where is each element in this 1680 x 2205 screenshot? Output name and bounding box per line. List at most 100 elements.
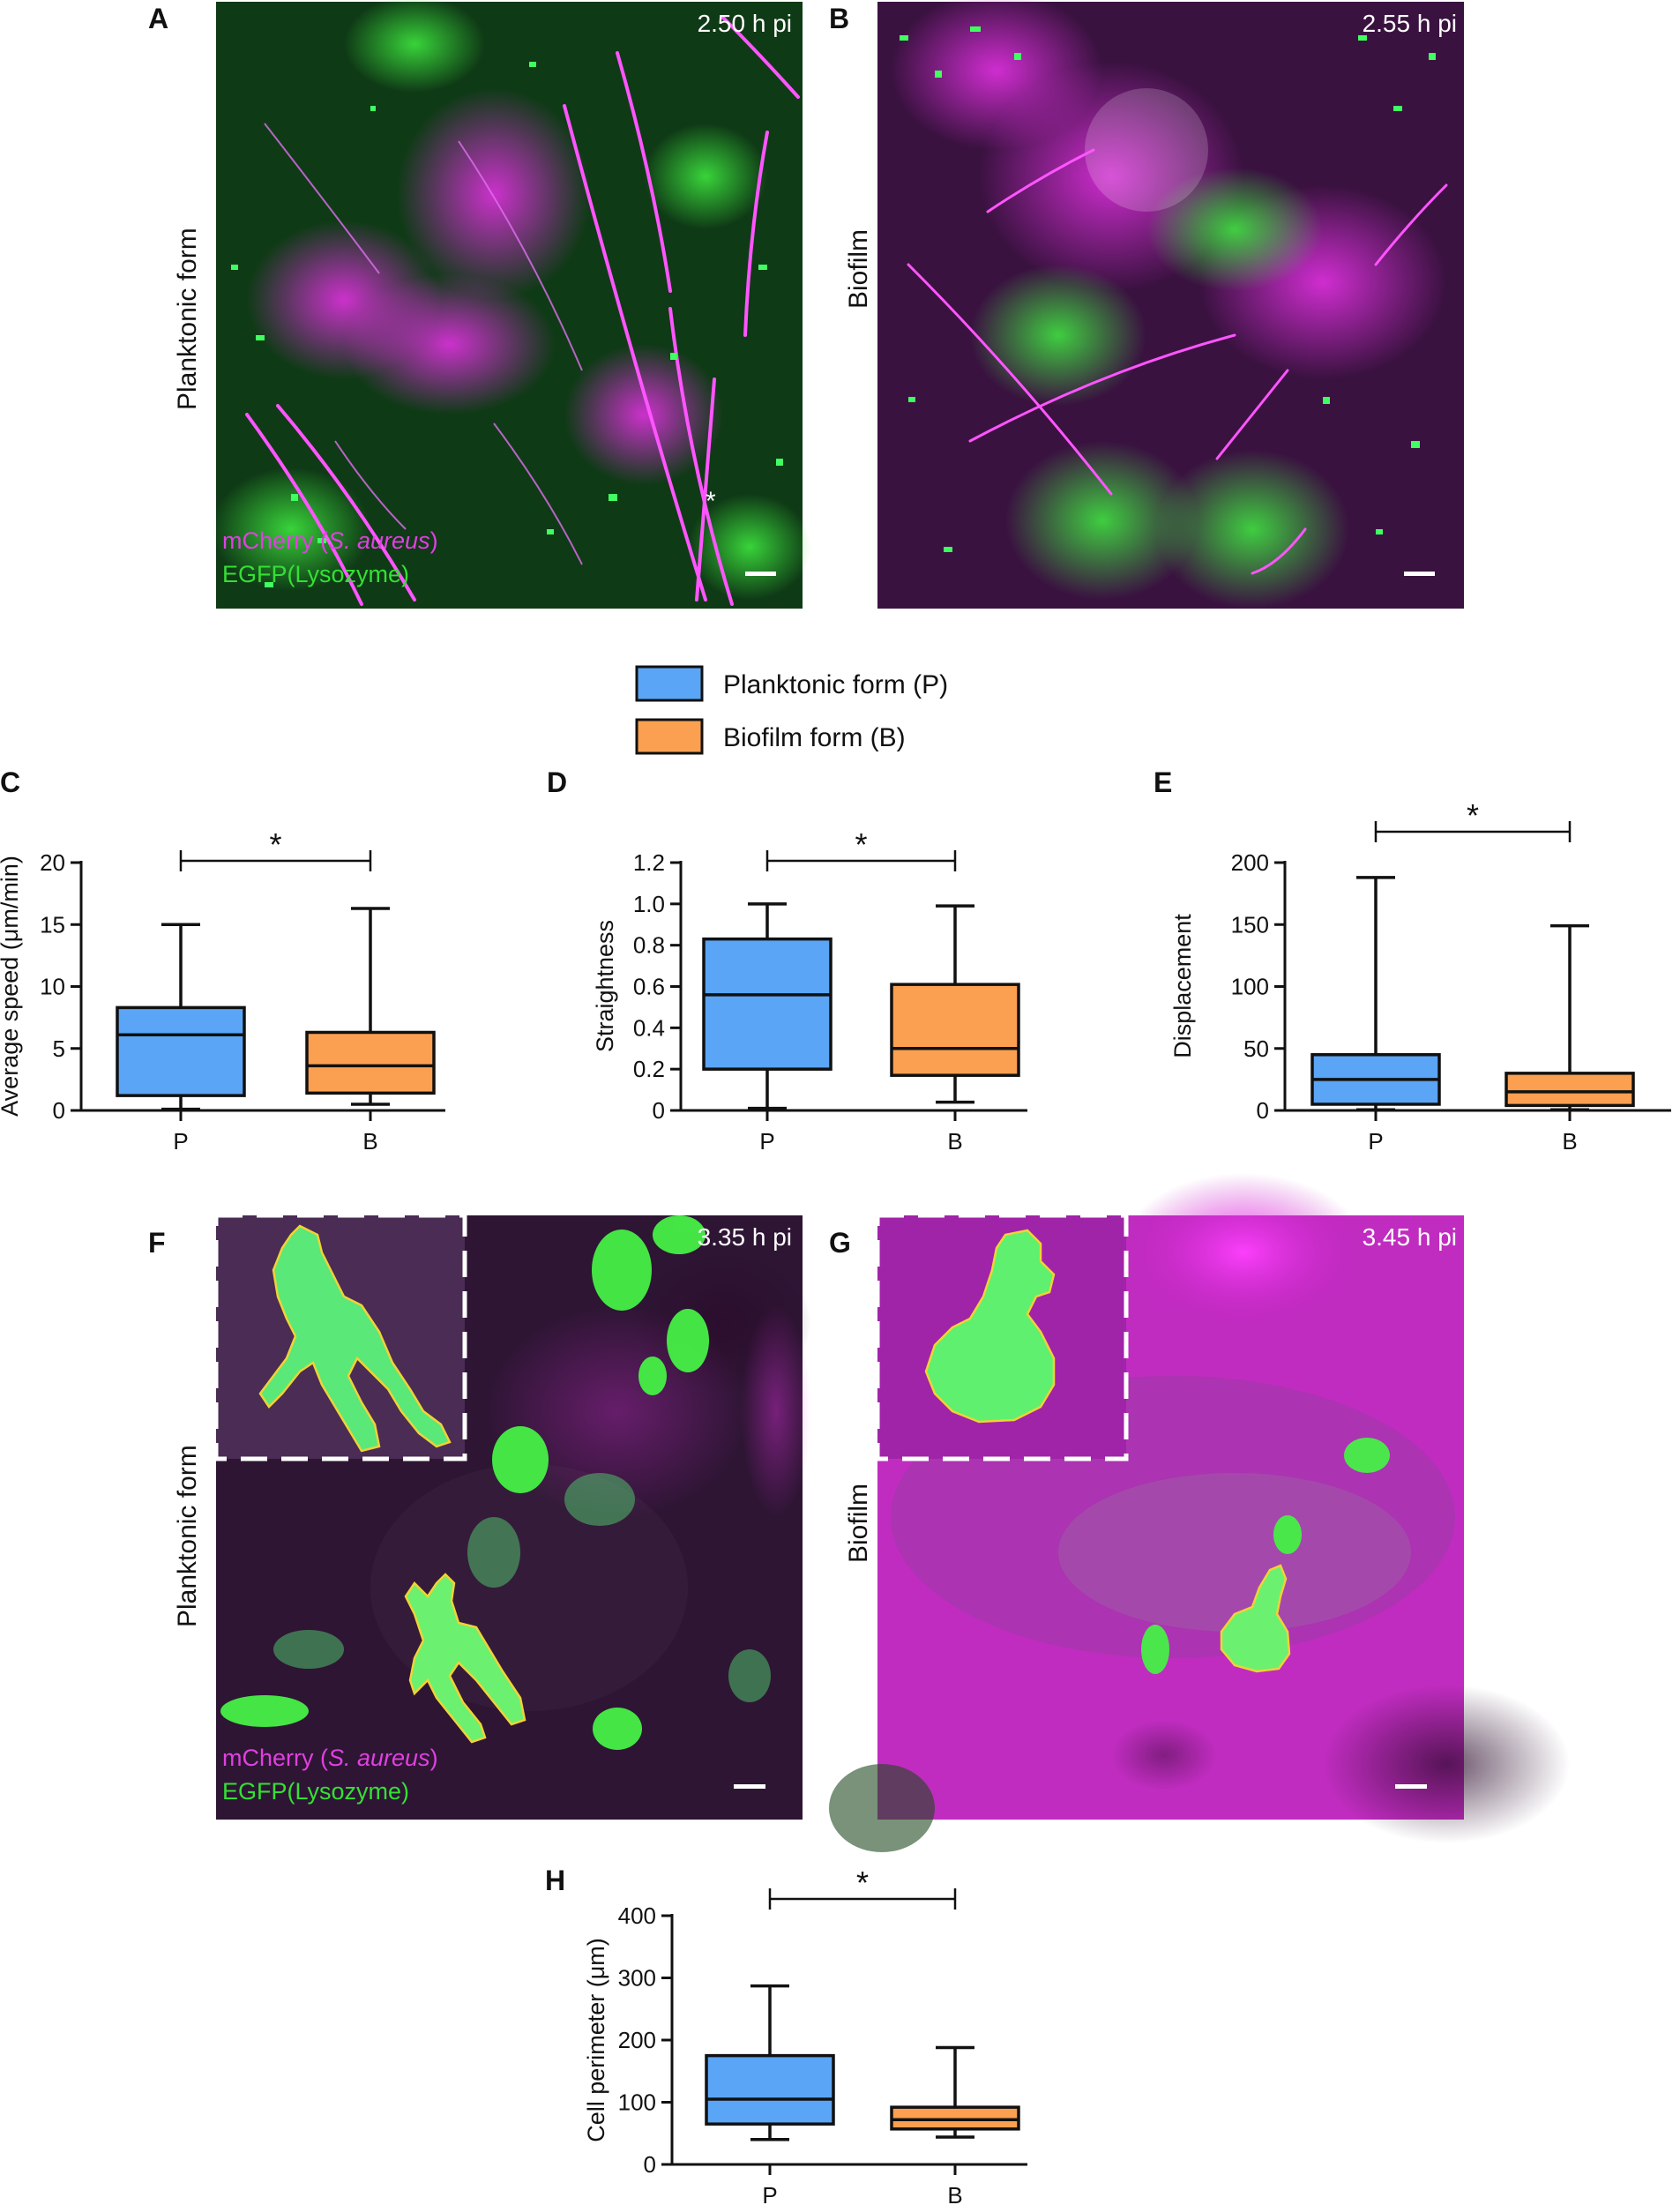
panel-f: F Planktonic form (148, 1213, 811, 1820)
panel-f-row-label: Planktonic form (173, 1445, 202, 1627)
panel-b-timestamp: 2.55 h pi (1363, 10, 1457, 37)
y-axis-label: Cell perimeter (μm) (583, 1938, 609, 2142)
significance-bracket: * (765, 826, 957, 871)
iqr-box (705, 2053, 835, 2126)
y-axis-label: Displacement (1169, 914, 1196, 1058)
inset-outlined-cell (924, 1229, 1056, 1424)
panel-f-timestamp: 3.35 h pi (698, 1223, 792, 1251)
outlined-cell (404, 1573, 526, 1744)
inset-outlined-cell (258, 1224, 452, 1453)
panel-a-row-label: Planktonic form (173, 228, 202, 410)
micrograph-a: * 2.50 h pi mCherry (S. aureus) EGFP(Lys… (212, 0, 811, 609)
y-tick-label: 5 (53, 1035, 65, 1062)
y-tick-label: 0.8 (633, 932, 665, 959)
significance-star: * (269, 826, 281, 863)
significance-bracket: * (768, 1865, 957, 1910)
y-axis-label: Average speed (μm/min) (0, 856, 23, 1117)
panel-b-row-label: Biofilm (844, 229, 873, 309)
panel-e-letter: E (1154, 766, 1172, 798)
scale-bar (1404, 572, 1435, 576)
legend: Planktonic form (P) Biofilm form (B) (635, 665, 948, 755)
scale-bar (734, 1784, 765, 1789)
legend-label-planktonic: Planktonic form (P) (723, 670, 948, 699)
box-P (116, 923, 246, 1111)
micrograph-b: 2.55 h pi (877, 0, 1464, 609)
box-P (702, 902, 833, 1110)
y-tick-label: 300 (618, 1965, 656, 1992)
y-tick-label: 10 (40, 974, 65, 1000)
panel-a-timestamp: 2.50 h pi (698, 10, 792, 37)
significance-bracket: * (179, 826, 372, 871)
panel-g-timestamp: 3.45 h pi (1363, 1223, 1457, 1251)
y-tick-label: 1.0 (633, 891, 665, 917)
box-P (705, 1984, 835, 2141)
scale-bar (745, 572, 776, 576)
boxplot-cell-perimeter: 0 100 200 300 400 Cell perimeter (μm) P B * (583, 1865, 1027, 2205)
y-tick-label: 0 (1257, 1097, 1269, 1124)
iqr-box (116, 1005, 246, 1097)
boxplot-average-speed: 0 5 10 15 20 Average speed (μm/min) P B * (0, 826, 445, 1155)
iqr-box (702, 937, 833, 1071)
y-tick-label: 50 (1243, 1035, 1269, 1062)
box-B (890, 2045, 1020, 2139)
legend-swatch-biofilm (635, 718, 704, 755)
x-tick-label: B (1562, 1128, 1577, 1155)
iqr-box (890, 2105, 1020, 2131)
boxplot-straightness: 0 0.2 0.4 0.6 0.8 1.0 1.2 Straightness P B * (592, 826, 1027, 1155)
y-tick-label: 0.6 (633, 974, 665, 1000)
panel-h: H 0 100 200 300 400 Cell perimeter (μm) P B * (545, 1865, 1027, 2205)
x-tick-label: P (1368, 1128, 1383, 1155)
boxplot-displacement: 0 50 100 150 200 Displacement P B * (1169, 797, 1671, 1155)
y-tick-label: 100 (618, 2089, 656, 2116)
y-tick-label: 0.2 (633, 1056, 665, 1082)
legend-swatch-planktonic (635, 665, 704, 702)
y-tick-label: 0 (653, 1097, 665, 1124)
channel-label-mcherry: mCherry (S. aureus) (222, 527, 438, 554)
box-B (305, 907, 436, 1106)
y-tick-label: 0.4 (633, 1014, 665, 1041)
y-tick-label: 400 (618, 1902, 656, 1929)
panel-a: A Planktonic form (148, 0, 811, 609)
panel-g-row-label: Biofilm (844, 1484, 873, 1563)
box-B (1505, 923, 1635, 1112)
x-tick-label: P (759, 1128, 774, 1155)
x-tick-label: B (947, 1128, 962, 1155)
y-tick-label: 150 (1231, 911, 1269, 938)
y-tick-label: 15 (40, 911, 65, 938)
panel-f-letter: F (148, 1227, 166, 1259)
y-tick-label: 20 (40, 849, 65, 876)
x-tick-label: B (947, 2182, 962, 2205)
significance-star: * (855, 826, 867, 863)
channel-label-egfp: EGFP(Lysozyme) (222, 561, 409, 587)
panel-h-letter: H (545, 1865, 565, 1896)
significance-star: * (1467, 797, 1479, 833)
y-tick-label: 1.2 (633, 849, 665, 876)
y-tick-label: 200 (1231, 849, 1269, 876)
legend-label-biofilm: Biofilm form (B) (723, 723, 906, 752)
y-tick-label: 200 (618, 2027, 656, 2053)
inset-g (875, 1213, 1129, 1461)
channel-label-egfp: EGFP(Lysozyme) (222, 1778, 409, 1805)
significance-star: * (856, 1865, 869, 1901)
iqr-box (305, 1030, 436, 1095)
asterisk-marker: * (706, 487, 716, 516)
y-tick-label: 0 (53, 1097, 65, 1124)
y-tick-label: 0 (644, 2151, 656, 2178)
micrograph-g: 3.45 h pi (829, 1173, 1570, 1852)
panel-g-letter: G (829, 1227, 851, 1259)
iqr-box (1505, 1072, 1635, 1108)
significance-bracket: * (1374, 797, 1572, 842)
panel-b: B Biofilm (829, 0, 1464, 609)
channel-label-mcherry: mCherry (S. aureus) (222, 1745, 438, 1771)
box-B (890, 904, 1020, 1104)
x-tick-label: B (362, 1128, 377, 1155)
x-tick-label: P (173, 1128, 188, 1155)
panel-g: G Biofilm 3.45 h pi (829, 1173, 1570, 1852)
panel-c: C 0 5 10 15 20 Average speed (μm/min) P B * (0, 766, 445, 1155)
inset-f (213, 1213, 467, 1461)
outlined-cell (1220, 1564, 1291, 1673)
scale-bar (1395, 1784, 1427, 1789)
panel-d: D 0 0.2 0.4 0.6 0.8 1.0 1.2 Straightness P B * (547, 766, 1027, 1155)
panel-a-letter: A (148, 3, 168, 34)
